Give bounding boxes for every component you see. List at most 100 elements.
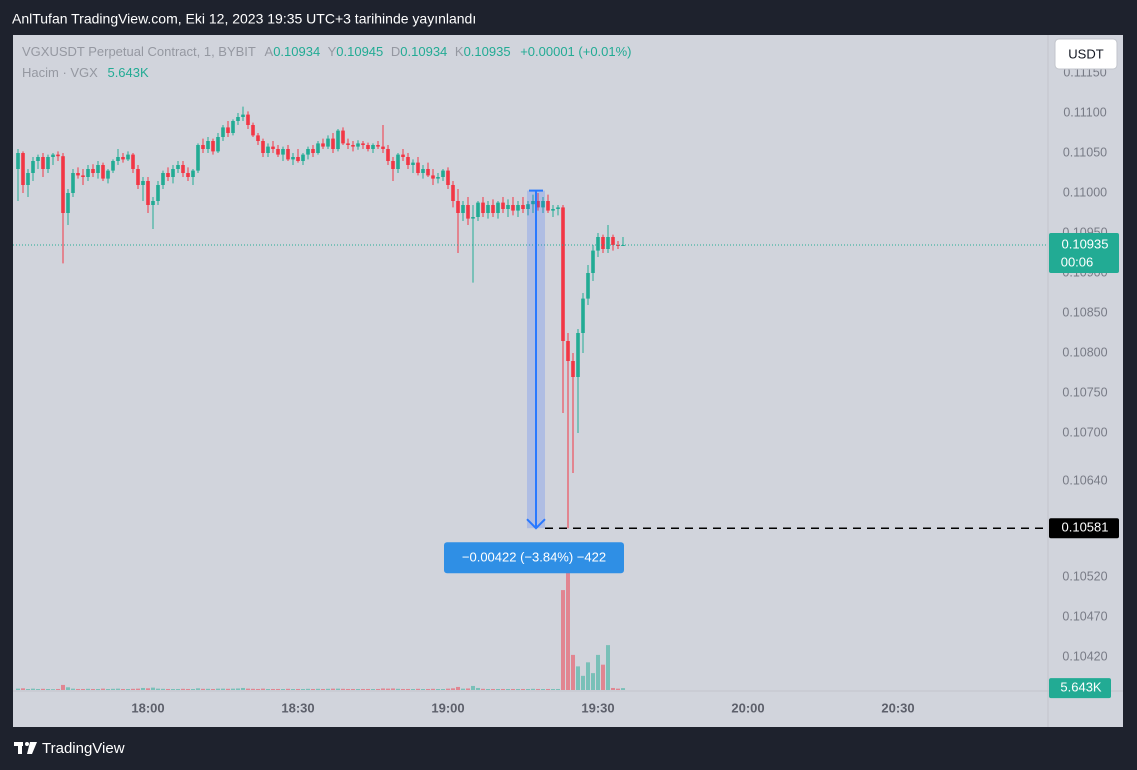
candle-body — [591, 250, 595, 273]
header: AnlTufan TradingView.com, Eki 12, 2023 1… — [12, 11, 476, 27]
candle-body — [371, 145, 375, 149]
volume-bar — [266, 688, 270, 690]
volume-value: 5.643K — [107, 65, 149, 80]
candle-body — [316, 143, 320, 153]
volume-bar — [281, 688, 285, 690]
volume-bar — [526, 688, 530, 690]
candle-body — [576, 333, 580, 377]
volume-bar — [141, 687, 145, 690]
candle-body — [91, 169, 95, 173]
candle-body — [41, 157, 45, 169]
candle-body — [431, 175, 435, 179]
candle-body — [451, 185, 455, 201]
y-tick-label: 0.10850 — [1062, 305, 1107, 319]
candle-body — [116, 157, 120, 161]
candle-body — [456, 201, 460, 213]
volume-bar — [21, 688, 25, 690]
currency-label[interactable]: USDT — [1068, 46, 1103, 61]
candle-body — [531, 201, 535, 205]
candle-body — [211, 141, 215, 152]
legend-symbol: VGXUSDT Perpetual Contract, 1, BYBIT — [22, 44, 256, 59]
logo-shape — [25, 742, 29, 746]
volume-bar — [196, 688, 200, 690]
volume-bar — [591, 673, 595, 690]
currency-button-bg[interactable] — [1054, 38, 1118, 70]
volume-bar — [31, 688, 35, 690]
candle-body — [241, 114, 245, 117]
candle-body — [436, 177, 440, 179]
volume-bar — [106, 688, 110, 690]
volume-bar — [481, 688, 485, 690]
volume-bar — [451, 688, 455, 690]
x-tick-label: 18:30 — [281, 700, 314, 715]
volume-bar — [566, 555, 570, 690]
volume-bar — [341, 688, 345, 690]
volume-bar — [401, 688, 405, 690]
volume-bar — [111, 688, 115, 690]
x-tick-label: 20:30 — [881, 700, 914, 715]
volume-bar — [51, 689, 55, 690]
volume-bar — [376, 688, 380, 690]
currency-button[interactable]: USDT — [1054, 38, 1118, 70]
candle-body — [196, 145, 200, 171]
volume-bar — [321, 688, 325, 690]
volume-bar — [391, 688, 395, 690]
candle-body — [296, 157, 300, 161]
candle-body — [376, 145, 380, 147]
candle-body — [141, 181, 145, 185]
candle-body — [616, 245, 620, 246]
volume-bar — [381, 688, 385, 690]
y-tick-label: 0.10700 — [1062, 425, 1107, 439]
x-tick-label: 20:00 — [731, 700, 764, 715]
volume-bar — [221, 688, 225, 690]
candle-body — [611, 237, 615, 245]
volume-bar — [416, 688, 420, 690]
volume-bar — [356, 688, 360, 690]
volume-bar — [46, 688, 50, 690]
candle-body — [571, 361, 575, 377]
candle-body — [336, 130, 340, 149]
candle-body — [421, 169, 425, 173]
candle-body — [71, 173, 75, 193]
candle-body — [61, 156, 65, 213]
volume-bar — [491, 688, 495, 690]
candle-body — [546, 201, 550, 211]
legend-change: +0.00001 (+0.01%) — [520, 44, 631, 59]
candle-body — [221, 127, 225, 137]
volume-bar — [316, 688, 320, 690]
candle-body — [31, 161, 35, 173]
measure-label: −0.00422 (−3.84%) −422 — [462, 550, 606, 565]
candle-body — [51, 154, 55, 157]
candle-body — [201, 145, 205, 149]
volume-badge-label: 5.643K — [1060, 680, 1102, 695]
volume-bar — [156, 688, 160, 690]
candle-body — [586, 273, 590, 299]
x-tick-label: 19:30 — [581, 700, 614, 715]
footer-logo[interactable]: TradingView — [14, 740, 125, 757]
volume-bar — [81, 688, 85, 690]
candle-body — [486, 205, 490, 213]
candle-body — [391, 161, 395, 169]
volume-bar — [201, 688, 205, 690]
candle-body — [461, 205, 465, 213]
volume-bar — [396, 688, 400, 690]
volume-bar — [541, 688, 545, 690]
volume-bar — [496, 688, 500, 690]
volume-bar — [41, 688, 45, 690]
volume-bar — [501, 688, 505, 690]
volume-legend: Hacim · VGX 5.643K — [22, 65, 149, 80]
candle-body — [411, 162, 415, 165]
candle-body — [526, 204, 530, 209]
candle-body — [356, 143, 360, 147]
volume-bar — [186, 688, 190, 690]
candle-body — [56, 154, 60, 157]
volume-bar — [521, 688, 525, 690]
footer-brand[interactable]: TradingView — [42, 740, 125, 757]
candle-body — [206, 141, 210, 149]
y-tick-label: 0.10640 — [1062, 473, 1107, 487]
volume-bar — [151, 687, 155, 690]
volume-bar — [121, 688, 125, 690]
volume-bar — [421, 688, 425, 690]
